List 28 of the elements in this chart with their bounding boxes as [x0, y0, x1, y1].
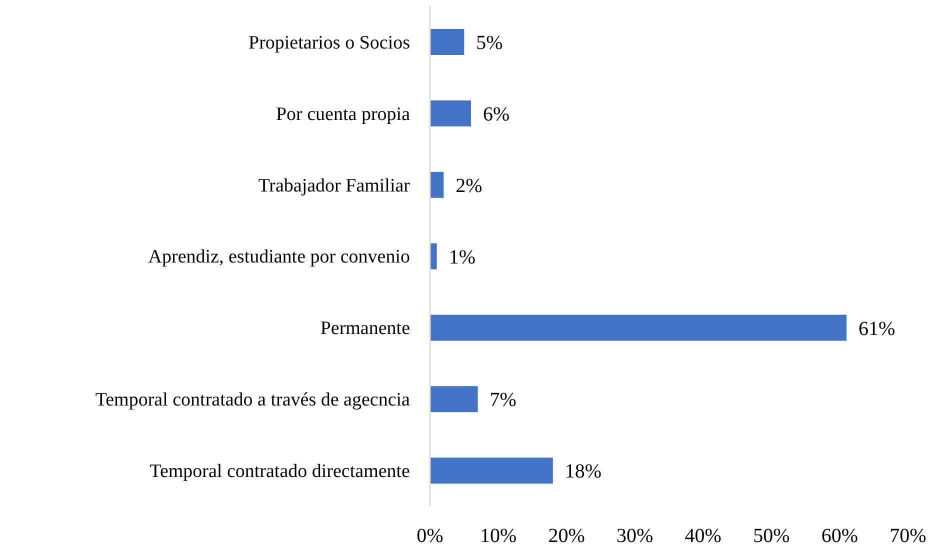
data-label: 1%	[448, 246, 476, 268]
bar	[430, 314, 847, 341]
y-tick-label: Temporal contratado a través de agecncia	[95, 390, 411, 411]
x-tick-label: 50%	[753, 525, 790, 548]
bar	[430, 458, 553, 484]
y-tick-label: Permanente	[320, 318, 410, 340]
data-label: 61%	[858, 318, 896, 340]
x-tick-label: 40%	[684, 525, 722, 548]
y-tick-label: Por cuenta propia	[276, 104, 411, 125]
x-tick-label: 10%	[480, 525, 517, 548]
x-tick-label: 30%	[616, 525, 654, 548]
y-tick-label: Temporal contratado directamente	[150, 461, 410, 482]
data-label: 2%	[456, 174, 482, 197]
x-tick-label: 20%	[548, 525, 585, 548]
bar	[430, 100, 471, 126]
data-label: 18%	[564, 460, 602, 483]
x-tick-label: 0%	[416, 525, 444, 548]
y-tick-label: Aprendiz, estudiante por convenio	[148, 246, 410, 268]
x-tick-label: 70%	[890, 525, 926, 548]
bar	[430, 386, 478, 412]
y-tick-label: Trabajador Familiar	[258, 175, 411, 196]
data-label: 5%	[476, 32, 503, 54]
data-label: 6%	[482, 104, 510, 126]
data-label: 7%	[490, 389, 516, 412]
y-tick-label: Propietarios o Socios	[248, 32, 410, 54]
bar	[430, 29, 464, 55]
bar	[430, 172, 444, 198]
x-tick-label: 60%	[821, 525, 858, 548]
